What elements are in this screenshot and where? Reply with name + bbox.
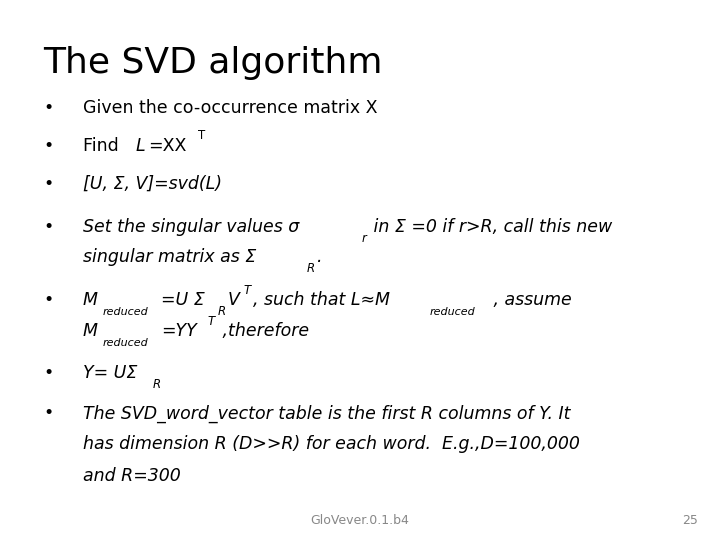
Text: , assume: , assume xyxy=(488,291,572,309)
Text: reduced: reduced xyxy=(429,307,475,317)
Text: The SVD_word_vector table is the first R columns of Y. It: The SVD_word_vector table is the first R… xyxy=(83,404,570,423)
Text: M: M xyxy=(83,322,98,340)
Text: Given the co-occurrence matrix X: Given the co-occurrence matrix X xyxy=(83,99,377,117)
Text: in Σ =0 if r>R, call this new: in Σ =0 if r>R, call this new xyxy=(368,218,613,236)
Text: M: M xyxy=(83,291,98,309)
Text: , such that L≈M: , such that L≈M xyxy=(253,291,390,309)
Text: GloVever.0.1.b4: GloVever.0.1.b4 xyxy=(310,514,410,526)
Text: T: T xyxy=(243,284,251,298)
Text: Y= UΣ: Y= UΣ xyxy=(83,364,138,382)
Text: •: • xyxy=(43,99,53,117)
Text: •: • xyxy=(43,364,53,382)
Text: R: R xyxy=(306,261,315,275)
Text: =XX: =XX xyxy=(148,137,186,155)
Text: •: • xyxy=(43,404,53,422)
Text: r: r xyxy=(362,232,366,245)
Text: has dimension R (D>>R) for each word.  E.g.,D=100,000: has dimension R (D>>R) for each word. E.… xyxy=(83,435,580,453)
Text: and R=300: and R=300 xyxy=(83,467,181,484)
Text: =U Σ: =U Σ xyxy=(161,291,205,309)
Text: ,therefore: ,therefore xyxy=(217,322,309,340)
Text: T: T xyxy=(207,315,215,328)
Text: 25: 25 xyxy=(683,514,698,526)
Text: R: R xyxy=(217,305,226,318)
Text: •: • xyxy=(43,137,53,155)
Text: Set the singular values σ: Set the singular values σ xyxy=(83,218,299,236)
Text: singular matrix as Σ: singular matrix as Σ xyxy=(83,248,256,266)
Text: reduced: reduced xyxy=(102,307,148,317)
Text: •: • xyxy=(43,291,53,309)
Text: T: T xyxy=(198,129,205,143)
Text: Find: Find xyxy=(83,137,124,155)
Text: reduced: reduced xyxy=(102,338,148,348)
Text: The SVD algorithm: The SVD algorithm xyxy=(43,46,383,80)
Text: [U, Σ, V]=svd(L): [U, Σ, V]=svd(L) xyxy=(83,175,222,193)
Text: V: V xyxy=(228,291,240,309)
Text: =YY: =YY xyxy=(161,322,197,340)
Text: .: . xyxy=(317,248,323,266)
Text: •: • xyxy=(43,175,53,193)
Text: L: L xyxy=(136,137,145,155)
Text: •: • xyxy=(43,218,53,236)
Text: R: R xyxy=(153,377,161,391)
